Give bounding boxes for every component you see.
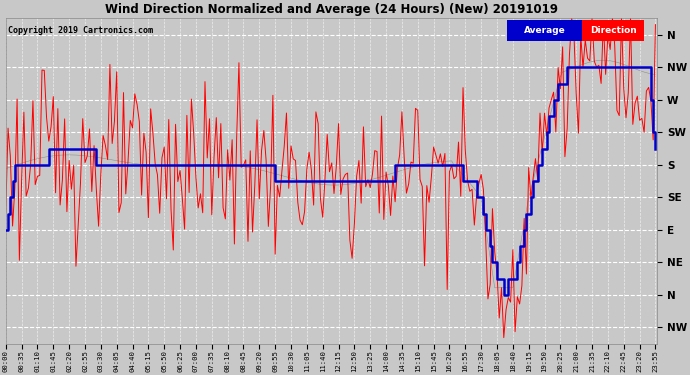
Title: Wind Direction Normalized and Average (24 Hours) (New) 20191019: Wind Direction Normalized and Average (2… <box>105 3 558 16</box>
Text: Copyright 2019 Cartronics.com: Copyright 2019 Cartronics.com <box>8 27 152 36</box>
